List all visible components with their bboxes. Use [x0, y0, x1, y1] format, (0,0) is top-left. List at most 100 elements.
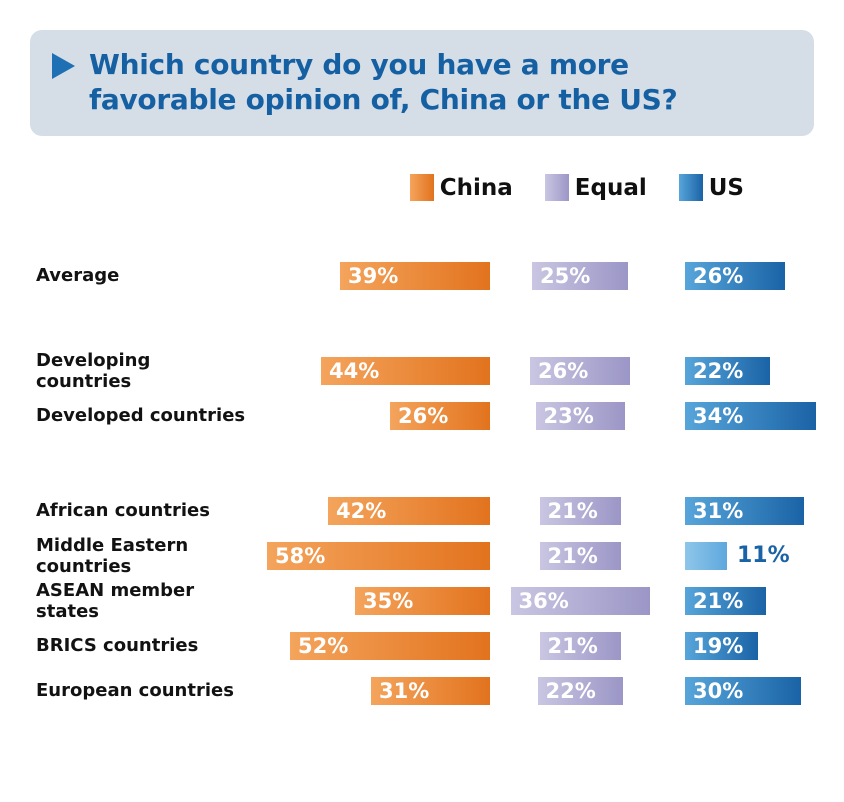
- equal-value: 26%: [538, 358, 589, 383]
- equal-value: 23%: [543, 403, 594, 428]
- equal-bar-area: 21%: [490, 541, 670, 570]
- us-bar-area: 34%: [670, 401, 844, 430]
- equal-value: 22%: [545, 678, 596, 703]
- chart-row: Developing countries 44% 26% 22%: [0, 348, 844, 393]
- us-bar-area: 21%: [670, 586, 844, 615]
- legend-label: China: [439, 174, 513, 201]
- china-bar-area: 58%: [252, 541, 490, 570]
- us-bar-area: 30%: [670, 676, 844, 705]
- china-value: 35%: [363, 588, 414, 613]
- chart-row: BRICS countries 52% 21% 19%: [0, 623, 844, 668]
- china-value: 44%: [329, 358, 380, 383]
- row-label: European countries: [36, 680, 234, 701]
- china-value: 52%: [298, 633, 349, 658]
- page-title: Which country do you have a more favorab…: [89, 47, 678, 117]
- us-bar-area: 26%: [670, 261, 844, 290]
- chart-row: ASEAN member states 35% 36% 21%: [0, 578, 844, 623]
- legend-item-china: China: [409, 174, 513, 201]
- us-bar: 26%: [685, 261, 785, 290]
- equal-bar: 25%: [532, 261, 628, 290]
- us-value: 21%: [693, 588, 744, 613]
- us-value: 19%: [693, 633, 744, 658]
- us-bar: [685, 541, 727, 570]
- equal-bar-area: 36%: [490, 586, 670, 615]
- us-bar: 34%: [685, 401, 816, 430]
- legend-item-us: US: [678, 174, 744, 201]
- equal-bar-area: 23%: [490, 401, 670, 430]
- page-title-line2: favorable opinion of, China or the US?: [89, 83, 678, 116]
- row-label: Developed countries: [36, 405, 246, 426]
- us-value: 30%: [693, 678, 744, 703]
- equal-bar: 21%: [539, 631, 621, 660]
- equal-bar-area: 21%: [490, 496, 670, 525]
- title-box: Which country do you have a more favorab…: [30, 30, 814, 136]
- legend: China Equal US: [0, 174, 844, 201]
- play-triangle-icon: [52, 53, 75, 79]
- china-bar-area: 44%: [252, 356, 490, 385]
- legend-label: US: [708, 174, 744, 201]
- us-bar: 22%: [685, 356, 770, 385]
- equal-bar-area: 25%: [490, 261, 670, 290]
- china-bar-area: 31%: [252, 676, 490, 705]
- china-bar: 39%: [340, 261, 490, 290]
- china-bar: 58%: [267, 541, 490, 570]
- infographic: Which country do you have a more favorab…: [0, 30, 844, 713]
- us-bar: 21%: [685, 586, 766, 615]
- us-bar-area: 31%: [670, 496, 844, 525]
- row-label: Average: [36, 265, 120, 286]
- legend-label: Equal: [574, 174, 647, 201]
- equal-value: 25%: [540, 263, 591, 288]
- china-value: 39%: [348, 263, 399, 288]
- us-value: 11%: [737, 543, 790, 568]
- china-bar: 42%: [328, 496, 490, 525]
- china-value: 26%: [398, 403, 449, 428]
- chart-row: Average 39% 25% 26%: [0, 253, 844, 298]
- equal-bar-area: 26%: [490, 356, 670, 385]
- china-bar: 31%: [371, 676, 490, 705]
- equal-bar-area: 22%: [490, 676, 670, 705]
- equal-swatch-icon: [544, 174, 569, 201]
- us-bar: 19%: [685, 631, 758, 660]
- china-value: 42%: [336, 498, 387, 523]
- us-value: 34%: [693, 403, 744, 428]
- us-bar: 30%: [685, 676, 801, 705]
- row-label: Middle Eastern countries: [36, 534, 189, 577]
- equal-value: 36%: [518, 588, 569, 613]
- us-swatch-icon: [678, 174, 703, 201]
- equal-bar: 36%: [510, 586, 650, 615]
- equal-bar: 23%: [535, 401, 625, 430]
- us-bar-area: 19%: [670, 631, 844, 660]
- chart-row: Middle Eastern countries 58% 21% 11%: [0, 533, 844, 578]
- equal-bar: 21%: [539, 541, 621, 570]
- equal-value: 21%: [547, 543, 598, 568]
- chart-group: Developing countries 44% 26% 22% Developed c…: [0, 348, 844, 438]
- page-title-line1: Which country do you have a more: [89, 48, 629, 81]
- row-label: BRICS countries: [36, 635, 199, 656]
- china-bar-area: 35%: [252, 586, 490, 615]
- china-swatch-icon: [409, 174, 434, 201]
- chart-group: Average 39% 25% 26%: [0, 253, 844, 298]
- equal-bar: 22%: [537, 676, 623, 705]
- china-bar: 35%: [355, 586, 490, 615]
- equal-value: 21%: [547, 633, 598, 658]
- us-value: 31%: [693, 498, 744, 523]
- us-bar: 31%: [685, 496, 804, 525]
- china-bar: 26%: [390, 401, 490, 430]
- china-bar: 44%: [321, 356, 490, 385]
- china-bar: 52%: [290, 631, 490, 660]
- china-bar-area: 52%: [252, 631, 490, 660]
- equal-bar: 21%: [539, 496, 621, 525]
- row-label: ASEAN member states: [36, 579, 195, 622]
- china-bar-area: 39%: [252, 261, 490, 290]
- chart-row: European countries 31% 22% 30%: [0, 668, 844, 713]
- chart-row: Developed countries 26% 23% 34%: [0, 393, 844, 438]
- equal-value: 21%: [547, 498, 598, 523]
- equal-bar-area: 21%: [490, 631, 670, 660]
- legend-item-equal: Equal: [544, 174, 647, 201]
- us-value: 22%: [693, 358, 744, 383]
- bar-chart: Average 39% 25% 26% Developing countries 44% 2…: [0, 253, 844, 713]
- china-value: 31%: [379, 678, 430, 703]
- row-label: African countries: [36, 500, 210, 521]
- china-bar-area: 42%: [252, 496, 490, 525]
- us-bar-area: 22%: [670, 356, 844, 385]
